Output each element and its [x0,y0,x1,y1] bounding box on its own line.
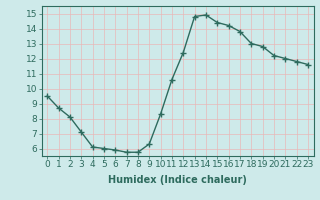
X-axis label: Humidex (Indice chaleur): Humidex (Indice chaleur) [108,175,247,185]
